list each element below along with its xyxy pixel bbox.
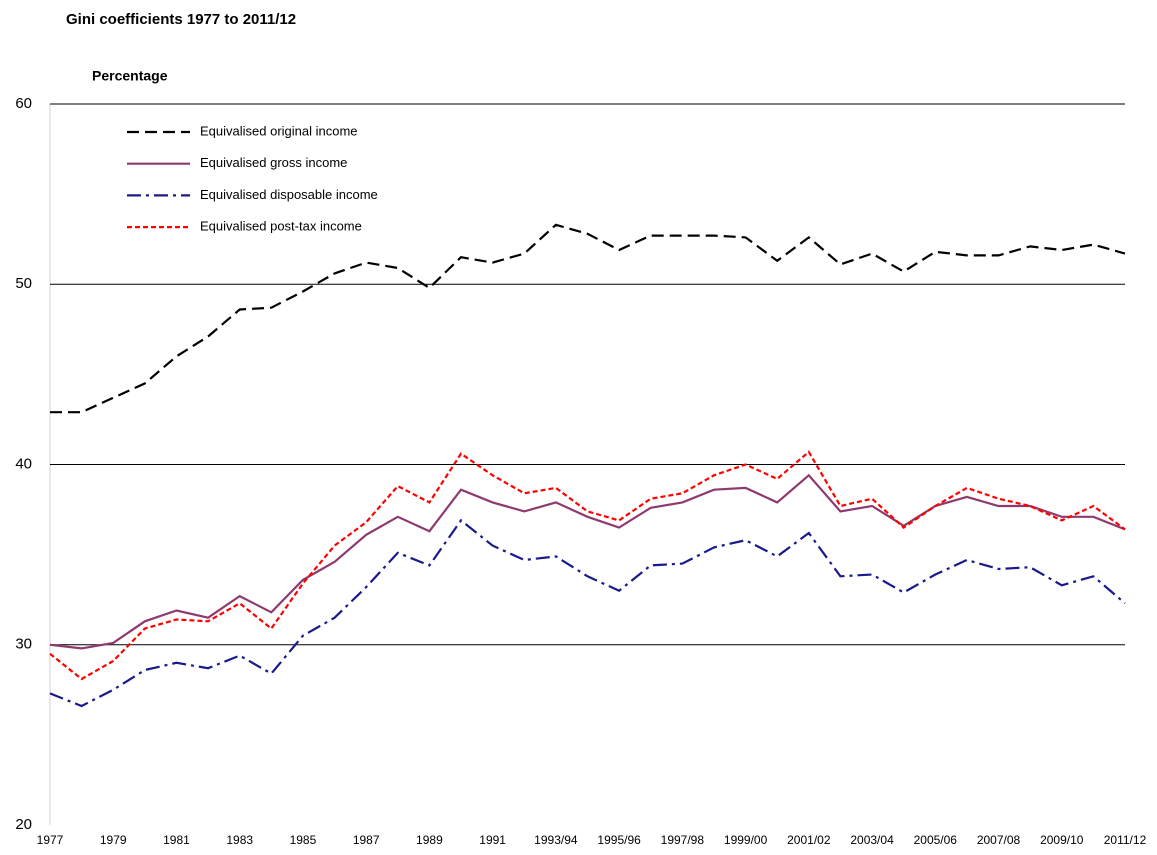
y-tick-label: 30 bbox=[15, 636, 32, 653]
x-tick-label: 2007/08 bbox=[977, 833, 1021, 847]
x-tick-label: 1997/98 bbox=[661, 833, 705, 847]
x-tick-label: 1999/00 bbox=[724, 833, 768, 847]
x-tick-label: 1991 bbox=[479, 833, 506, 847]
y-axis-label: Percentage bbox=[92, 68, 168, 84]
y-tick-label: 40 bbox=[15, 455, 32, 472]
y-tick-label: 20 bbox=[15, 816, 32, 833]
x-tick-label: 1981 bbox=[163, 833, 190, 847]
x-tick-label: 2003/04 bbox=[850, 833, 894, 847]
series-line bbox=[49, 450, 1126, 681]
legend-label: Equivalised disposable income bbox=[200, 187, 378, 202]
legend-label: Equivalised gross income bbox=[200, 155, 347, 170]
y-tick-label: 50 bbox=[15, 275, 32, 292]
x-tick-label: 2001/02 bbox=[787, 833, 831, 847]
legend-label: Equivalised post-tax income bbox=[200, 219, 362, 234]
chart-title: Gini coefficients 1977 to 2011/12 bbox=[66, 11, 296, 28]
x-tick-label: 1979 bbox=[100, 833, 127, 847]
x-tick-label: 2011/12 bbox=[1104, 833, 1147, 847]
series-line bbox=[49, 518, 1126, 708]
x-tick-label: 2009/10 bbox=[1040, 833, 1084, 847]
legend-label: Equivalised original income bbox=[200, 123, 358, 138]
x-tick-label: 1993/94 bbox=[534, 833, 578, 847]
x-tick-label: 1977 bbox=[37, 833, 64, 847]
y-tick-label: 60 bbox=[15, 95, 32, 112]
x-tick-label: 1989 bbox=[416, 833, 443, 847]
x-tick-label: 1985 bbox=[290, 833, 317, 847]
x-tick-label: 1983 bbox=[226, 833, 253, 847]
x-tick-label: 1995/96 bbox=[597, 833, 641, 847]
x-tick-label: 1987 bbox=[353, 833, 380, 847]
series-line bbox=[50, 223, 1126, 414]
series-line bbox=[49, 473, 1126, 650]
x-tick-label: 2005/06 bbox=[914, 833, 958, 847]
